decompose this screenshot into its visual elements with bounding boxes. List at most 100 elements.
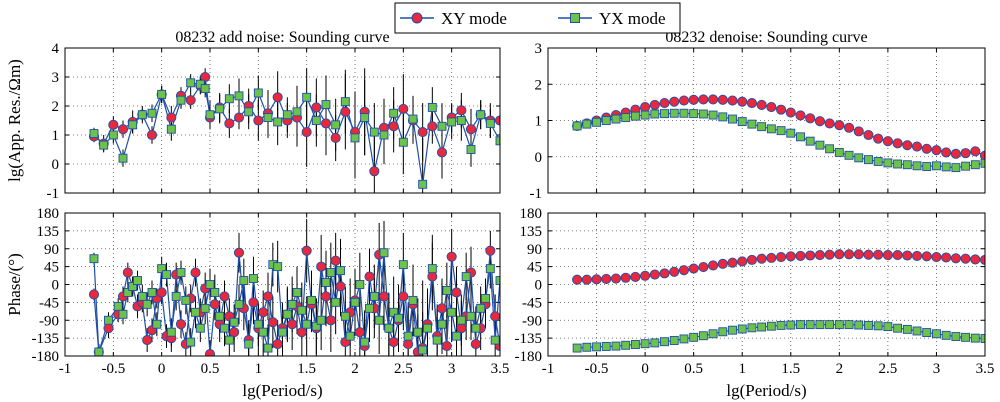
y-tick-label: 90 [44,242,59,258]
yx-data-point [592,342,602,352]
yx-data-point [186,337,196,347]
xy-data-point [979,150,985,161]
y-tick-label: -1 [47,186,60,202]
xy-data-point [175,319,187,330]
xy-data-point [795,110,806,121]
yx-data-point [747,119,757,129]
xy-data-point [776,104,787,115]
yx-data-point [572,343,582,353]
x-tick-label: -1 [59,361,72,377]
xy-data-point [388,337,399,348]
x-tick-label: 1.5 [297,361,316,377]
yx-data-point [485,264,495,274]
xy-data-point [335,281,346,292]
yx-data-point [311,321,321,331]
x-axis-label: lg(Period/s) [726,381,806,400]
yx-data-point [273,117,283,127]
xy-data-point [843,249,855,260]
yx-data-point [408,114,418,124]
yx-data-point [737,117,747,127]
legend-xy-marker [411,12,423,24]
xy-data-point [185,95,196,106]
xy-data-point [931,252,942,263]
plot-area [88,68,500,193]
xy-data-point [330,132,341,143]
xy-data-point [233,247,245,258]
yx-data-point [244,339,254,349]
yx-data-point [292,287,302,297]
yx-data-point [805,320,815,330]
yx-data-point [893,323,903,333]
yx-data-point [689,109,699,119]
yx-data-point [205,280,215,289]
xy-data-point [746,98,757,109]
yx-data-point [321,278,331,287]
xy-data-point [979,254,985,265]
yx-data-point [630,111,640,121]
xy-data-point [746,254,757,265]
yx-data-point [786,320,796,330]
x-tick-label: 0.5 [684,361,703,377]
yx-data-point [621,340,631,350]
y-tick-label: 1 [535,114,543,130]
y-tick-label: -45 [522,295,542,311]
xy-data-point [863,249,874,260]
yx-data-point [244,107,254,117]
yx-data-point [195,323,205,333]
xy-data-point [166,112,177,123]
xy-data-point [581,274,592,285]
yx-data-point [282,110,292,120]
yx-data-point [311,116,321,125]
yx-data-point [418,179,428,189]
x-tick-label: 2 [836,361,844,377]
yx-data-point [379,130,389,140]
x-tick-label: 0.5 [201,361,220,377]
yx-data-point [123,287,133,297]
xy-data-point [258,307,269,318]
yx-data-point [215,311,225,321]
yx-data-point [384,323,394,333]
yx-data-point [191,307,200,317]
yx-data-point [466,311,476,321]
yx-data-point [452,331,461,341]
yx-data-point [786,128,796,138]
yx-data-point [316,315,326,325]
yx-data-point [162,270,171,280]
yx-data-point [369,127,379,137]
xy-data-point [103,323,114,334]
yx-data-point [128,282,138,291]
yx-data-point [864,320,873,330]
xy-data-point [572,274,583,285]
yx-data-point [263,343,273,353]
yx-data-point [210,287,220,297]
xy-data-point [785,251,796,262]
yx-data-point [137,110,147,120]
yx-data-point [200,303,210,313]
xy-data-point [320,118,332,129]
panel-3: -1 -0.5 0 0.5 1 1.5 2 2.5 3 3.5-180-135-90-450459… [5,206,509,400]
yx-data-point [902,160,912,170]
y-axis-label: lg(App. Res./Ωm) [5,59,24,182]
yx-data-point [669,336,679,345]
xy-data-point [737,96,748,107]
xy-data-point [659,98,670,109]
yx-data-point [278,327,287,337]
xy-data-point [882,136,893,147]
xy-data-point [669,266,680,277]
xy-data-point [717,94,728,105]
yx-data-point [757,322,767,332]
yx-data-point [912,161,922,171]
panel-title: 08232 denoise: Sounding curve [665,29,867,46]
y-tick-label: 3 [52,70,60,86]
yx-data-point [350,133,360,143]
xy-data-point [436,147,448,158]
xy-data-point [834,120,845,131]
xy-data-point [640,270,651,281]
xy-data-point [262,291,274,302]
xy-data-point [824,249,835,260]
yx-data-point [922,328,932,338]
xy-data-point [708,94,719,105]
xy-data-point [296,327,307,338]
yx-data-point [418,345,428,355]
